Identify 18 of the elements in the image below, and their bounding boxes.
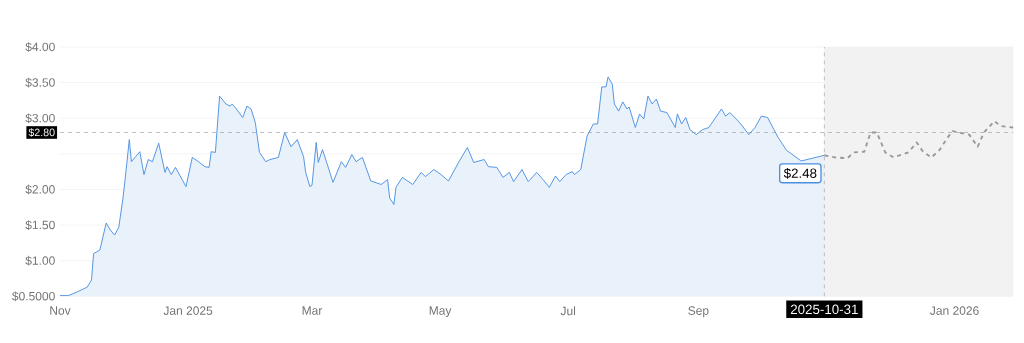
y-tick-label: $1.50 bbox=[25, 220, 55, 230]
x-tick-label: Mar bbox=[302, 306, 323, 315]
ref-line-label: $2.80 bbox=[28, 128, 55, 137]
y-tick-label: $0.5000 bbox=[12, 291, 55, 302]
x-tick-label: May bbox=[429, 306, 452, 318]
x-tick-label: Jul bbox=[560, 306, 576, 316]
ref-line-label: 2025-10-31 bbox=[790, 304, 858, 315]
y-tick-label: $3.50 bbox=[25, 77, 55, 88]
line-series bbox=[823, 120, 1014, 160]
y-tick-label: $4.00 bbox=[25, 42, 55, 52]
annotation: $2.48 bbox=[783, 167, 817, 179]
y-tick-label: $1.00 bbox=[25, 255, 55, 266]
x-tick-label: Nov bbox=[50, 306, 71, 315]
x-tick-label: Jan 2025 bbox=[163, 306, 213, 315]
y-tick-label: $3.00 bbox=[25, 113, 55, 124]
x-tick-label: Jan 2026 bbox=[930, 306, 979, 315]
x-tick-label: Sep bbox=[688, 306, 709, 318]
y-tick-label: $2.00 bbox=[25, 184, 55, 195]
